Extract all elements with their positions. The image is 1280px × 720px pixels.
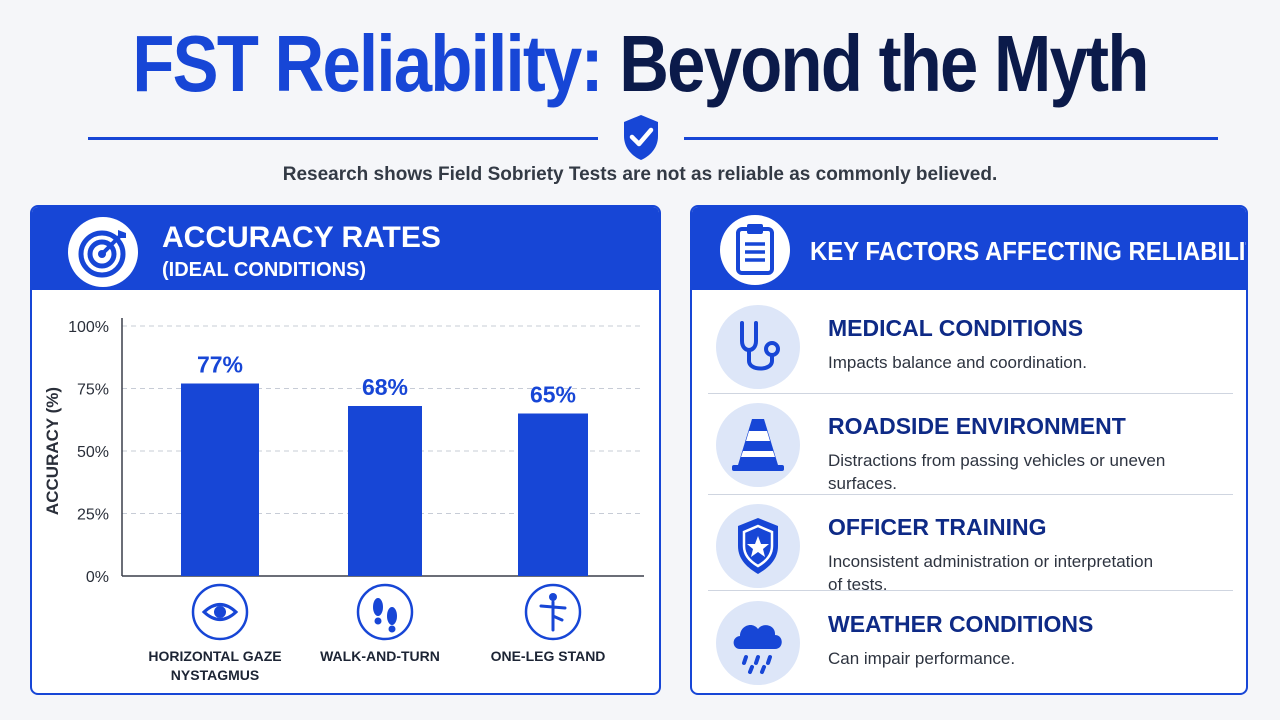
eye-icon-pupil: [214, 606, 226, 618]
accuracy-panel-subtitle: (IDEAL CONDITIONS): [162, 259, 367, 281]
bar: [348, 406, 422, 576]
category-label: HORIZONTAL GAZE: [148, 648, 281, 664]
y-tick-label: 50%: [77, 444, 109, 461]
accuracy-panel-title: ACCURACY RATES: [162, 221, 441, 254]
factor-weather: WEATHER CONDITIONS Can impair performanc…: [708, 593, 1246, 693]
eye-icon: [201, 603, 239, 621]
factors-panel-title: KEY FACTORS AFFECTING RELIABILITY: [810, 236, 1248, 266]
factor-description: Can impair performance.: [828, 649, 1016, 668]
page-title: FST Reliability: Beyond the Myth: [90, 18, 1191, 110]
factor-description: Distractions from passing vehicles or un…: [828, 451, 1166, 493]
factor-description: Inconsistent administration or interpret…: [828, 552, 1154, 594]
y-tick-label: 100%: [68, 319, 109, 336]
bar: [181, 383, 259, 576]
title-rule-right: [684, 137, 1218, 140]
factors-panel-header: KEY FACTORS AFFECTING RELIABILITY: [692, 207, 1246, 290]
one-leg-stand-icon-head: [549, 593, 557, 601]
target-icon: [68, 217, 138, 287]
y-tick-label: 25%: [77, 507, 109, 524]
shield-check-icon: [624, 115, 658, 160]
factor-title: WEATHER CONDITIONS: [828, 611, 1094, 637]
stethoscope-icon: [716, 305, 800, 389]
factor-divider: [708, 393, 1233, 394]
one-leg-stand-icon: [539, 600, 567, 632]
title-part-2: Beyond the Myth: [619, 19, 1149, 108]
factor-title: MEDICAL CONDITIONS: [828, 315, 1084, 341]
accuracy-bar-chart: 0% 25% 50% 75% 100% ACCURACY (%) 77% HORIZONTAL…: [43, 318, 644, 683]
factor-divider: [708, 494, 1233, 495]
subtitle: Research shows Field Sobriety Tests are …: [282, 164, 998, 185]
clipboard-icon: [720, 215, 790, 285]
factors-panel: KEY FACTORS AFFECTING RELIABILITY MEDICA…: [690, 205, 1248, 695]
factor-officer-training: OFFICER TRAINING Inconsistent administra…: [708, 496, 1246, 596]
bar-value-label: 77%: [197, 352, 243, 378]
factor-divider: [708, 590, 1233, 591]
category-label: WALK-AND-TURN: [320, 648, 440, 664]
factor-title: ROADSIDE ENVIRONMENT: [828, 413, 1126, 439]
rain-cloud-icon: [716, 601, 800, 685]
footprints-icon: [373, 598, 383, 616]
bar-value-label: 68%: [362, 374, 408, 400]
police-badge-icon: [716, 504, 800, 588]
y-tick-label: 0%: [86, 569, 109, 586]
factor-roadside: ROADSIDE ENVIRONMENT Distractions from p…: [708, 395, 1246, 495]
footprints-icon-heel-right: [388, 625, 396, 633]
y-axis-label: ACCURACY (%): [43, 387, 62, 515]
category-label: NYSTAGMUS: [171, 667, 259, 683]
title-part-1: FST Reliability:: [132, 19, 603, 108]
factor-description: Impacts balance and coordination.: [828, 353, 1087, 372]
category-icon-ring: [356, 583, 414, 641]
factor-medical: MEDICAL CONDITIONS Impacts balance and c…: [708, 297, 1246, 397]
accuracy-panel-header: ACCURACY RATES (IDEAL CONDITIONS): [32, 207, 659, 290]
bar-value-label: 65%: [530, 382, 576, 408]
bar: [518, 413, 588, 576]
category-label: ONE-LEG STAND: [491, 648, 606, 664]
footprints-icon-right: [387, 607, 397, 625]
factor-title: OFFICER TRAINING: [828, 514, 1047, 540]
footprints-icon-heel: [374, 617, 382, 625]
y-tick-label: 75%: [77, 382, 109, 399]
accuracy-panel: ACCURACY RATES (IDEAL CONDITIONS) 0% 25% 5…: [30, 205, 661, 695]
traffic-cone-icon: [716, 403, 800, 487]
title-rule-left: [88, 137, 598, 140]
